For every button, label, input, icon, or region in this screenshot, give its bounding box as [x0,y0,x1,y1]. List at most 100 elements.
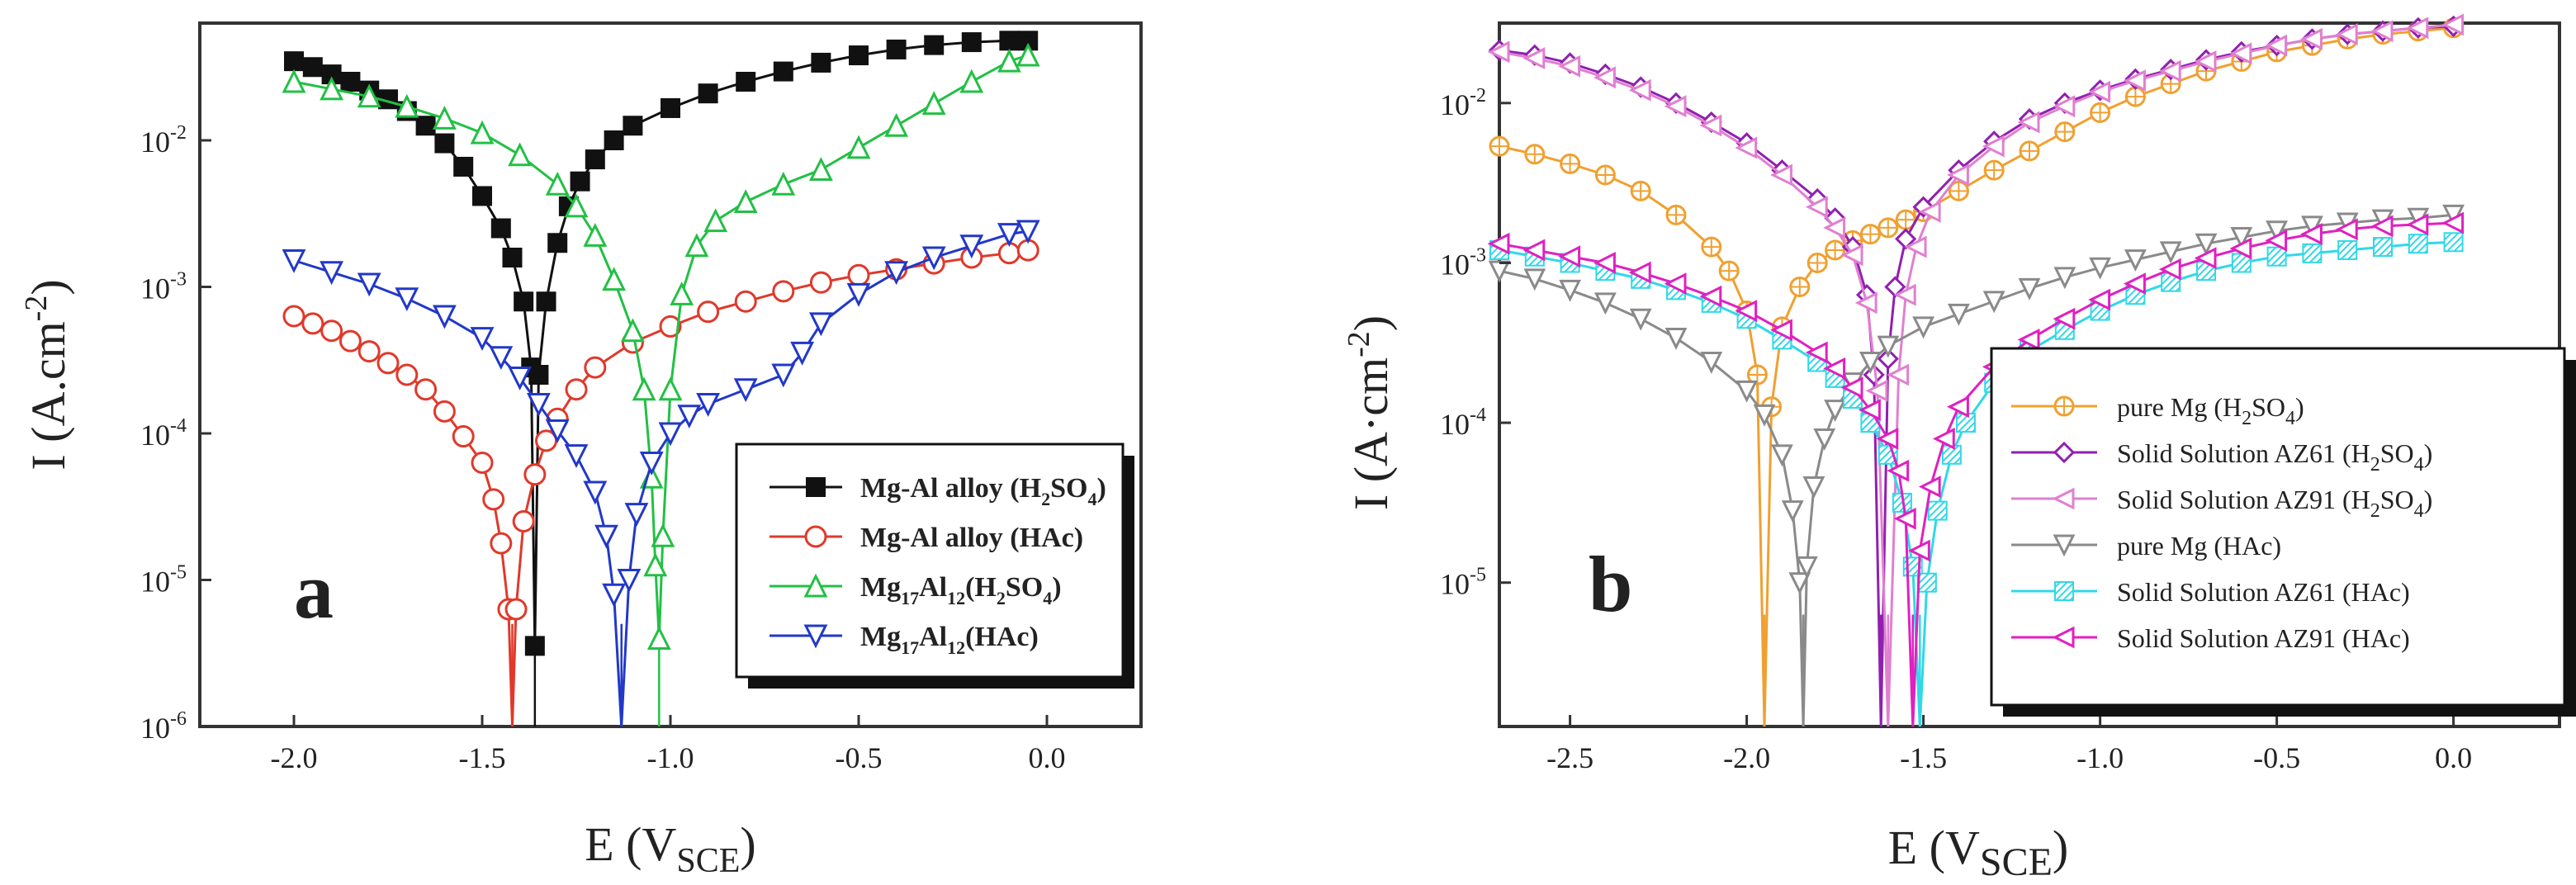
axis-ticks-a: -2.0 -1.5 -1.0 -0.5 0.010-610-510-410-310-2 [140,122,1066,774]
legend-label-a-2: Mg17Al12(H2SO4) [860,572,1062,608]
data-point-b-5-10 [1823,357,1846,380]
data-point-a-1-16 [512,510,535,532]
data-point-b-2-20 [1982,135,2005,158]
data-point-a-2-19 [684,233,709,258]
y-tick-base-b-1: 10 [1440,408,1470,441]
data-point-b-3-16 [1824,400,1847,422]
data-point-b-0-5-cross [1667,206,1685,225]
data-point-a-2-27 [959,69,984,93]
data-point-b-4-18 [1927,500,1948,521]
chart-panel-a: -2.0 -1.5 -1.0 -0.5 0.010-610-510-410-310-2 … [19,21,1143,880]
series-a-1 [282,239,1039,727]
data-point-b-0-6-cross [1702,238,1721,257]
data-point-b-0-19 [1895,209,1916,230]
legend-label-part-b-2-3: 4 [2414,500,2424,522]
data-point-a-2-26 [921,91,946,116]
legend-label-a-0: Mg-Al alloy (H2SO4) [860,473,1106,509]
y-tick-label-a-4: 10-2 [140,122,187,159]
data-point-b-3-2 [1559,279,1582,302]
data-point-b-2-32 [2406,17,2429,40]
data-point-a-2-29 [1016,42,1040,67]
data-point-b-3-10 [1781,500,1804,523]
data-point-b-5-6 [1699,285,1722,308]
data-point-a-3-11 [583,480,608,505]
y-axis-label-a: I (A.cm-2) [19,279,75,470]
data-point-a-2-24 [846,135,871,159]
data-point-b-5-34 [2441,211,2465,234]
legend-label-part-b-0-2: SO [2252,392,2285,422]
legend-label-part-a-2-3: 12 [947,588,965,608]
series-a-2 [282,42,1040,726]
data-point-a-3-2 [357,272,381,297]
data-point-b-3-0 [1488,260,1511,283]
legend-label-part-a-0-1: 2 [1041,489,1050,509]
y-tick-exp-b-1: -4 [1470,405,1486,426]
data-point-b-0-25-cross [2091,103,2110,122]
data-point-b-3-7 [1735,380,1759,403]
data-point-b-0-3 [1594,164,1616,186]
legend-marker-b-5 [2052,626,2075,649]
y-tick-exp-a-4: -2 [170,122,187,144]
data-point-a-3-3 [395,287,419,312]
data-point-b-1-16 [1884,276,1906,298]
data-point-b-3-3 [1593,292,1617,315]
legend-label-part-a-3-0: Mg [860,622,901,652]
legend-item-a-0: Mg-Al alloy (H2SO4) [769,473,1106,509]
data-point-a-3-22 [771,363,796,388]
legend-label-part-a-0-4: ) [1096,473,1106,504]
y-tick-label-b-0: 10-5 [1440,565,1486,601]
data-point-b-5-32 [2370,215,2394,238]
data-point-b-0-26 [2124,86,2146,107]
data-point-a-0-22 [604,130,624,150]
data-point-b-0-17-cross [1861,225,1880,244]
data-point-b-5-13 [1876,428,1899,450]
data-point-b-0-22-cross [1985,161,2004,180]
data-point-a-0-0 [284,51,304,72]
legend-item-a-1: Mg-Al alloy (HAc) [769,523,1083,553]
data-point-a-2-3 [395,93,419,118]
y-tick-exp-a-3: -3 [170,269,187,291]
series-a-3 [282,220,1040,727]
data-point-a-3-24 [808,312,833,337]
data-point-a-1-25 [734,290,757,313]
legend-label-b-0: pure Mg (H2SO4) [2117,392,2304,429]
series-line-a-2 [293,54,1029,639]
data-point-b-0-1-cross [1525,144,1544,163]
legend-item-a-2: Mg17Al12(H2SO4) [769,572,1062,608]
data-point-b-0-6 [1701,236,1722,258]
data-point-a-2-23 [808,157,833,181]
data-point-b-5-1 [1522,239,1546,262]
legend-label-b-2: Solid Solution AZ91 (H2SO4) [2117,485,2432,522]
panel-letter-a: a [294,547,334,635]
data-point-b-4-32 [2373,237,2393,258]
data-point-b-3-21 [1947,303,1970,326]
data-point-a-0-13 [514,291,534,312]
data-point-b-2-3 [1593,66,1616,89]
data-point-b-2-7 [1735,136,1758,159]
legend-label-part-a-0-2: SO [1050,473,1087,504]
data-point-a-3-23 [790,341,815,366]
legend-item-b-0: pure Mg (H2SO4) [2011,392,2304,429]
legend-marker-b-4 [2054,581,2074,601]
legend-label-a-3: Mg17Al12(HAc) [860,622,1039,658]
legend-label-b-4: Solid Solution AZ61 (HAc) [2117,577,2410,607]
data-point-a-0-8 [434,133,455,154]
y-tick-label-a-0: 10-6 [140,708,187,745]
data-point-b-3-18 [1859,352,1882,374]
data-point-a-2-7 [545,171,570,196]
legend-label-part-b-5-0: Solid Solution AZ91 (HAc) [2117,623,2410,653]
data-point-b-4-33 [2408,234,2428,254]
data-point-b-0-21 [1948,180,1969,201]
y-tick-base-a-1: 10 [140,566,170,599]
data-point-b-0-15-cross [1825,240,1844,259]
x-axis-label-main-b: E (V [1888,821,1980,874]
legend-label-b-3: pure Mg (HAc) [2117,531,2281,561]
data-point-a-3-29 [997,223,1021,247]
data-point-a-1-6 [395,363,419,386]
data-point-a-0-28 [811,52,831,73]
data-point-b-4-31 [2337,239,2358,260]
data-point-a-2-1 [320,76,344,101]
data-point-b-0-24 [2054,121,2076,143]
data-point-a-3-25 [846,282,871,307]
legend-marker-b-1 [2053,441,2076,464]
